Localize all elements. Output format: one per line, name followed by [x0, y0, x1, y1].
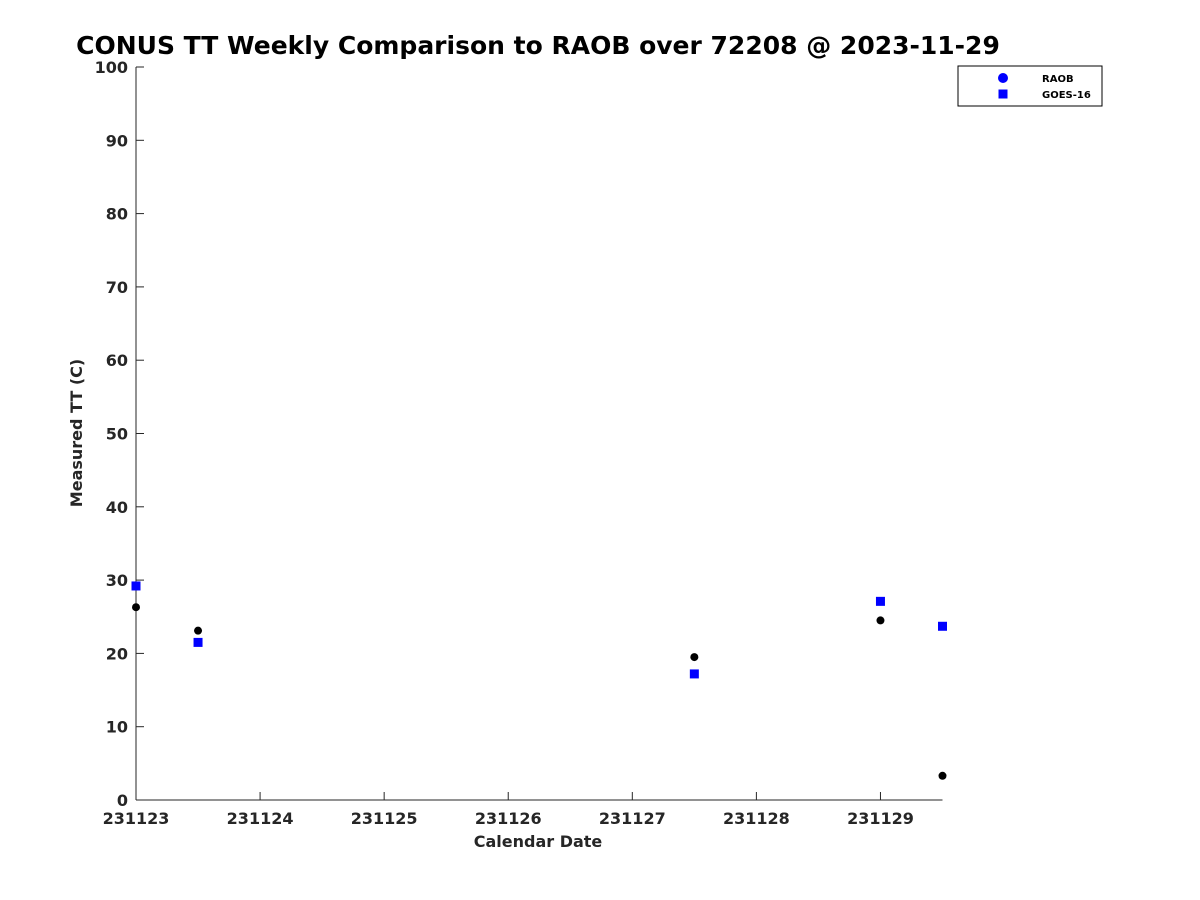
y-tick-label: 90 [106, 131, 128, 150]
y-tick-label: 10 [106, 718, 128, 737]
legend: RAOB GOES-16 [957, 65, 1103, 107]
legend-marker-goes16 [998, 89, 1008, 99]
x-tick-label: 231126 [475, 809, 542, 828]
y-tick-label: 0 [117, 791, 128, 810]
legend-label-raob: RAOB [1042, 74, 1074, 85]
plot-axes [135, 67, 943, 801]
y-tick-label: 40 [106, 498, 128, 517]
x-tick-label: 231125 [351, 809, 418, 828]
point-goes16 [938, 621, 947, 631]
legend-marker-raob [998, 73, 1008, 83]
y-tick-label: 50 [106, 425, 128, 444]
y-axis-label: Measured TT (C) [67, 359, 86, 507]
point-raob [690, 653, 699, 662]
chart-title: CONUS TT Weekly Comparison to RAOB over … [76, 31, 1000, 60]
y-tick-label: 20 [106, 644, 128, 663]
legend-box [957, 65, 1103, 107]
point-raob [938, 771, 947, 780]
point-raob [876, 616, 885, 625]
x-tick-label: 231128 [723, 809, 790, 828]
x-axis-label: Calendar Date [474, 832, 603, 851]
point-goes16 [689, 669, 699, 679]
data-points [131, 581, 947, 780]
point-raob [194, 626, 203, 635]
point-goes16 [193, 637, 203, 647]
y-tick-label: 100 [95, 58, 128, 77]
y-tick-label: 60 [106, 351, 128, 370]
point-goes16 [131, 581, 141, 591]
y-tick-label: 80 [106, 205, 128, 224]
point-raob [132, 603, 140, 612]
y-axis-ticks: 0 10 20 30 40 50 60 70 80 90 100 [95, 58, 144, 810]
x-tick-label: 231124 [227, 809, 294, 828]
x-axis-ticks: 231123 231124 231125 231126 231127 231128 2311… [103, 792, 914, 828]
y-tick-label: 30 [106, 571, 128, 590]
x-tick-label: 231127 [599, 809, 666, 828]
point-goes16 [875, 596, 885, 606]
legend-label-goes16: GOES-16 [1042, 90, 1091, 101]
x-tick-label: 231129 [847, 809, 914, 828]
y-tick-label: 70 [106, 278, 128, 297]
x-tick-label: 231123 [103, 809, 170, 828]
